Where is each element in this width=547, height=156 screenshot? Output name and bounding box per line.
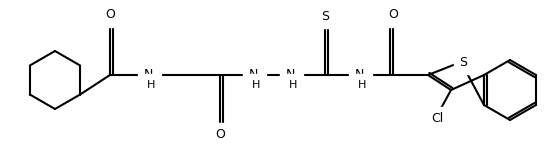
Text: S: S xyxy=(459,56,467,68)
Text: S: S xyxy=(321,10,329,22)
Text: H: H xyxy=(147,80,155,90)
Text: O: O xyxy=(105,8,115,22)
Text: H: H xyxy=(252,80,260,90)
Text: N: N xyxy=(248,68,258,80)
Text: Cl: Cl xyxy=(431,112,443,125)
Text: H: H xyxy=(289,80,297,90)
Text: O: O xyxy=(388,8,398,22)
Text: N: N xyxy=(286,68,295,80)
Text: N: N xyxy=(354,68,364,80)
Text: H: H xyxy=(358,80,366,90)
Text: N: N xyxy=(143,68,153,80)
Text: O: O xyxy=(215,129,225,141)
